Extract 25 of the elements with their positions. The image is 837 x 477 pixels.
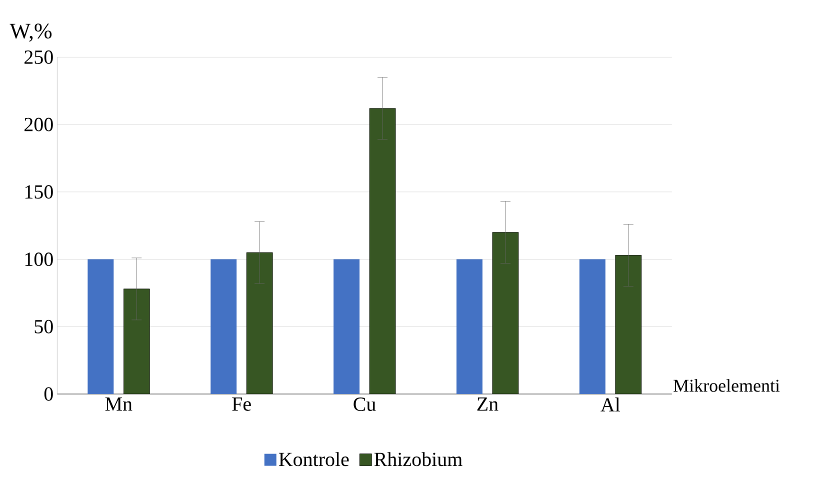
y-tick-label: 0 (44, 387, 53, 401)
x-tick-label: Al (600, 397, 620, 412)
y-tick-label: 50 (34, 320, 53, 334)
legend-label: Kontrole (278, 452, 349, 466)
bar (246, 252, 273, 394)
x-tick-label: Mn (105, 397, 132, 411)
y-tick-label: 150 (25, 185, 53, 199)
bar (456, 259, 482, 394)
y-tick-label: 200 (24, 118, 53, 132)
bar (492, 232, 518, 394)
legend-label: Rhizobium (374, 452, 462, 466)
bar (615, 254, 642, 394)
x-tick-label: Fe (232, 397, 251, 411)
bar (579, 259, 606, 394)
y-tick-label: 250 (24, 50, 53, 64)
bar (334, 259, 360, 394)
y-tick-label: 100 (25, 252, 53, 266)
bar (124, 288, 150, 394)
bar (370, 108, 396, 394)
bar (88, 259, 114, 394)
x-tick-label: Zn (477, 397, 498, 411)
bar (210, 259, 237, 394)
x-axis-title: Mikroelementi (674, 379, 780, 392)
x-tick-label: Cu (354, 397, 376, 411)
y-axis-title: W,% (10, 24, 52, 42)
